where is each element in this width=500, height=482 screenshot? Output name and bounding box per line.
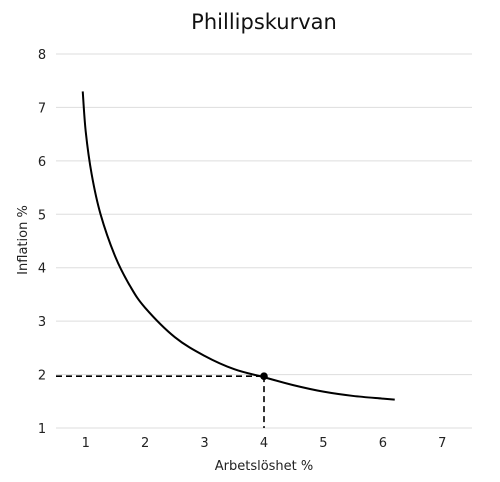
y-axis-label: Inflation % xyxy=(16,205,31,275)
x-tick-label: 5 xyxy=(319,436,327,451)
x-tick-label: 4 xyxy=(260,436,268,451)
x-tick-label: 6 xyxy=(379,436,387,451)
phillips-curve-line xyxy=(81,91,395,401)
y-tick-label: 1 xyxy=(38,422,46,437)
y-tick-label: 7 xyxy=(38,101,46,116)
chart-title: Phillipskurvan xyxy=(191,10,337,34)
y-tick-labels: 1 2 3 4 5 6 7 8 xyxy=(38,48,46,437)
gridlines xyxy=(56,53,472,429)
curve-layer xyxy=(81,91,395,401)
x-tick-labels: 1 2 3 4 5 6 7 xyxy=(82,436,447,451)
highlight-point xyxy=(260,372,268,380)
highlight-guides xyxy=(56,375,265,428)
y-tick-label: 3 xyxy=(38,315,46,330)
x-tick-label: 7 xyxy=(438,436,446,451)
x-axis-label: Arbetslöshet % xyxy=(215,459,314,474)
x-tick-label: 1 xyxy=(82,436,90,451)
y-tick-label: 6 xyxy=(38,155,46,170)
x-tick-label: 2 xyxy=(141,436,149,451)
y-tick-label: 2 xyxy=(38,369,46,384)
y-tick-label: 8 xyxy=(38,48,46,63)
y-tick-label: 5 xyxy=(38,208,46,223)
y-tick-label: 4 xyxy=(38,262,46,277)
x-tick-label: 3 xyxy=(200,436,208,451)
